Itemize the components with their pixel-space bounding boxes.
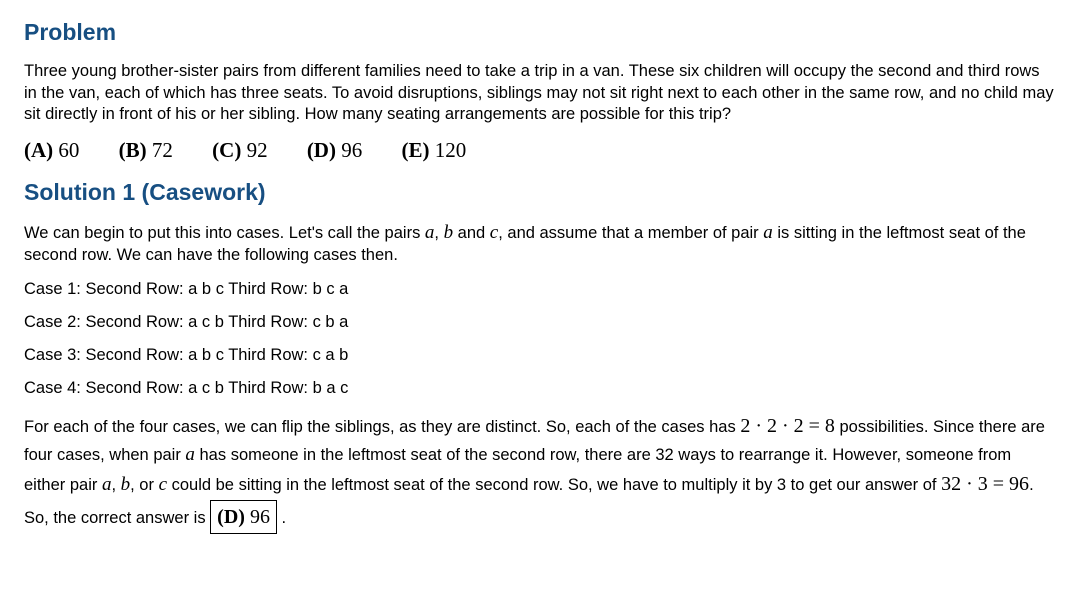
case-3: Case 3: Second Row: a b c Third Row: c a… [24,345,1056,366]
math-var-a-2: a [763,222,773,243]
answer-choices: (A) 60 (B) 72 (C) 92 (D) 96 (E) 120 [24,137,1056,164]
choice-a-label: (A) [24,138,53,162]
solution-intro: We can begin to put this into cases. Let… [24,221,1056,266]
final-text-5: , or [130,476,158,494]
math-eq-1: 2 · 2 · 2 = 8 [740,415,835,437]
problem-statement: Three young brother-sister pairs from di… [24,61,1056,124]
choice-c-label: (C) [212,138,241,162]
choice-c: (C) 92 [212,137,267,164]
math-var-a: a [425,222,435,243]
case-1: Case 1: Second Row: a b c Third Row: b c… [24,279,1056,300]
choice-a-value: 60 [58,138,79,162]
choice-e: (E) 120 [401,137,466,164]
case-4: Case 4: Second Row: a c b Third Row: b a… [24,378,1056,399]
solution-final: For each of the four cases, we can flip … [24,411,1056,534]
choice-b-label: (B) [119,138,147,162]
case-2: Case 2: Second Row: a c b Third Row: c b… [24,312,1056,333]
problem-heading: Problem [24,18,1056,47]
choice-d: (D) 96 [307,137,362,164]
intro-text-2: , [434,224,443,242]
choice-c-value: 92 [247,138,268,162]
math-var-b-2: b [121,474,131,495]
math-var-c-2: c [159,474,167,495]
choice-b: (B) 72 [119,137,173,164]
choice-d-label: (D) [307,138,336,162]
intro-text-1: We can begin to put this into cases. Let… [24,224,425,242]
intro-text-4: , and assume that a member of pair [498,224,763,242]
math-var-a-3: a [185,444,195,465]
boxed-answer: (D) 96 [210,500,277,534]
boxed-label: (D) [217,506,250,528]
math-var-c: c [490,222,498,243]
choice-d-value: 96 [341,138,362,162]
final-text-6: could be sitting in the leftmost seat of… [167,476,941,494]
choice-e-label: (E) [401,138,429,162]
choice-a: (A) 60 [24,137,79,164]
choice-e-value: 120 [435,138,467,162]
math-var-b: b [444,222,454,243]
final-text-4: , [111,476,120,494]
math-eq-2: 32 · 3 = 96 [941,473,1029,495]
choice-b-value: 72 [152,138,173,162]
intro-text-3: and [453,224,490,242]
final-text-1: For each of the four cases, we can flip … [24,418,740,436]
solution-heading: Solution 1 (Casework) [24,178,1056,207]
final-text-8: . [277,509,286,527]
boxed-value: 96 [250,506,270,528]
